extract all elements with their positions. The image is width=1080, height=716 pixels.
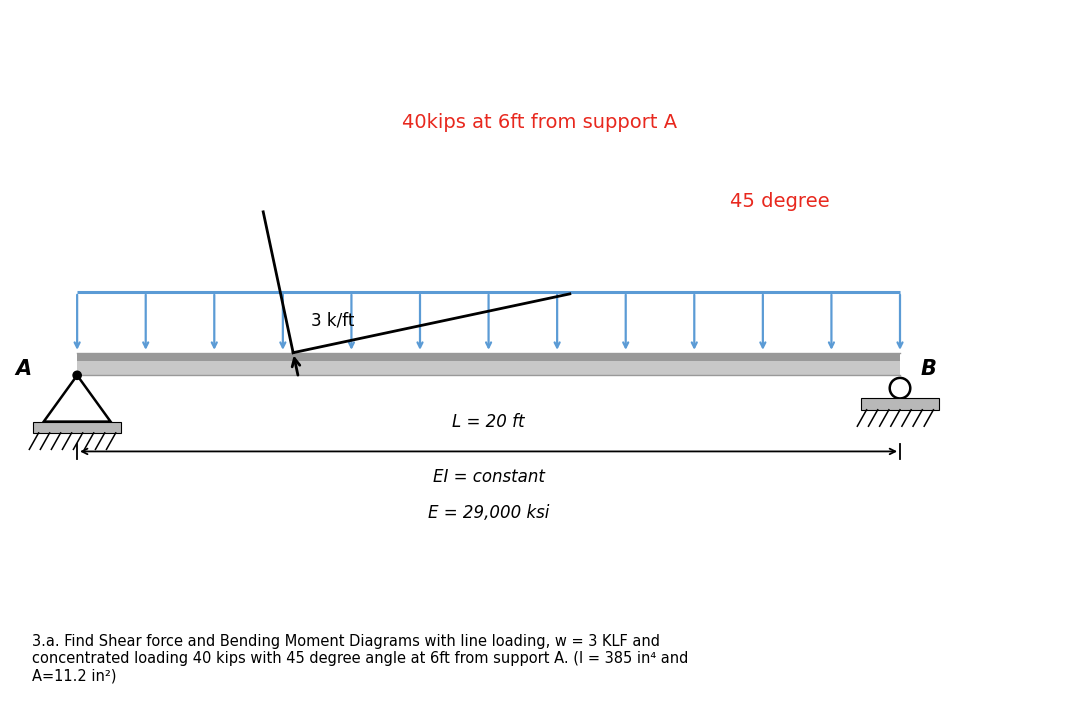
Text: 40kips at 6ft from support A: 40kips at 6ft from support A [403,113,677,132]
Text: L = 20 ft: L = 20 ft [453,413,525,431]
Text: 45 degree: 45 degree [730,193,829,211]
Text: 3 k/ft: 3 k/ft [311,311,354,329]
Bar [77,353,900,375]
Text: E = 29,000 ksi: E = 29,000 ksi [428,504,550,522]
Text: B: B [920,359,936,379]
Circle shape [73,371,81,379]
Bar [77,353,900,361]
Text: A: A [15,359,31,379]
Bar [862,399,939,410]
Text: 3.a. Find Shear force and Bending Moment Diagrams with line loading, w = 3 KLF a: 3.a. Find Shear force and Bending Moment… [32,634,689,684]
Text: EI = constant: EI = constant [433,468,544,486]
Bar [33,422,121,433]
